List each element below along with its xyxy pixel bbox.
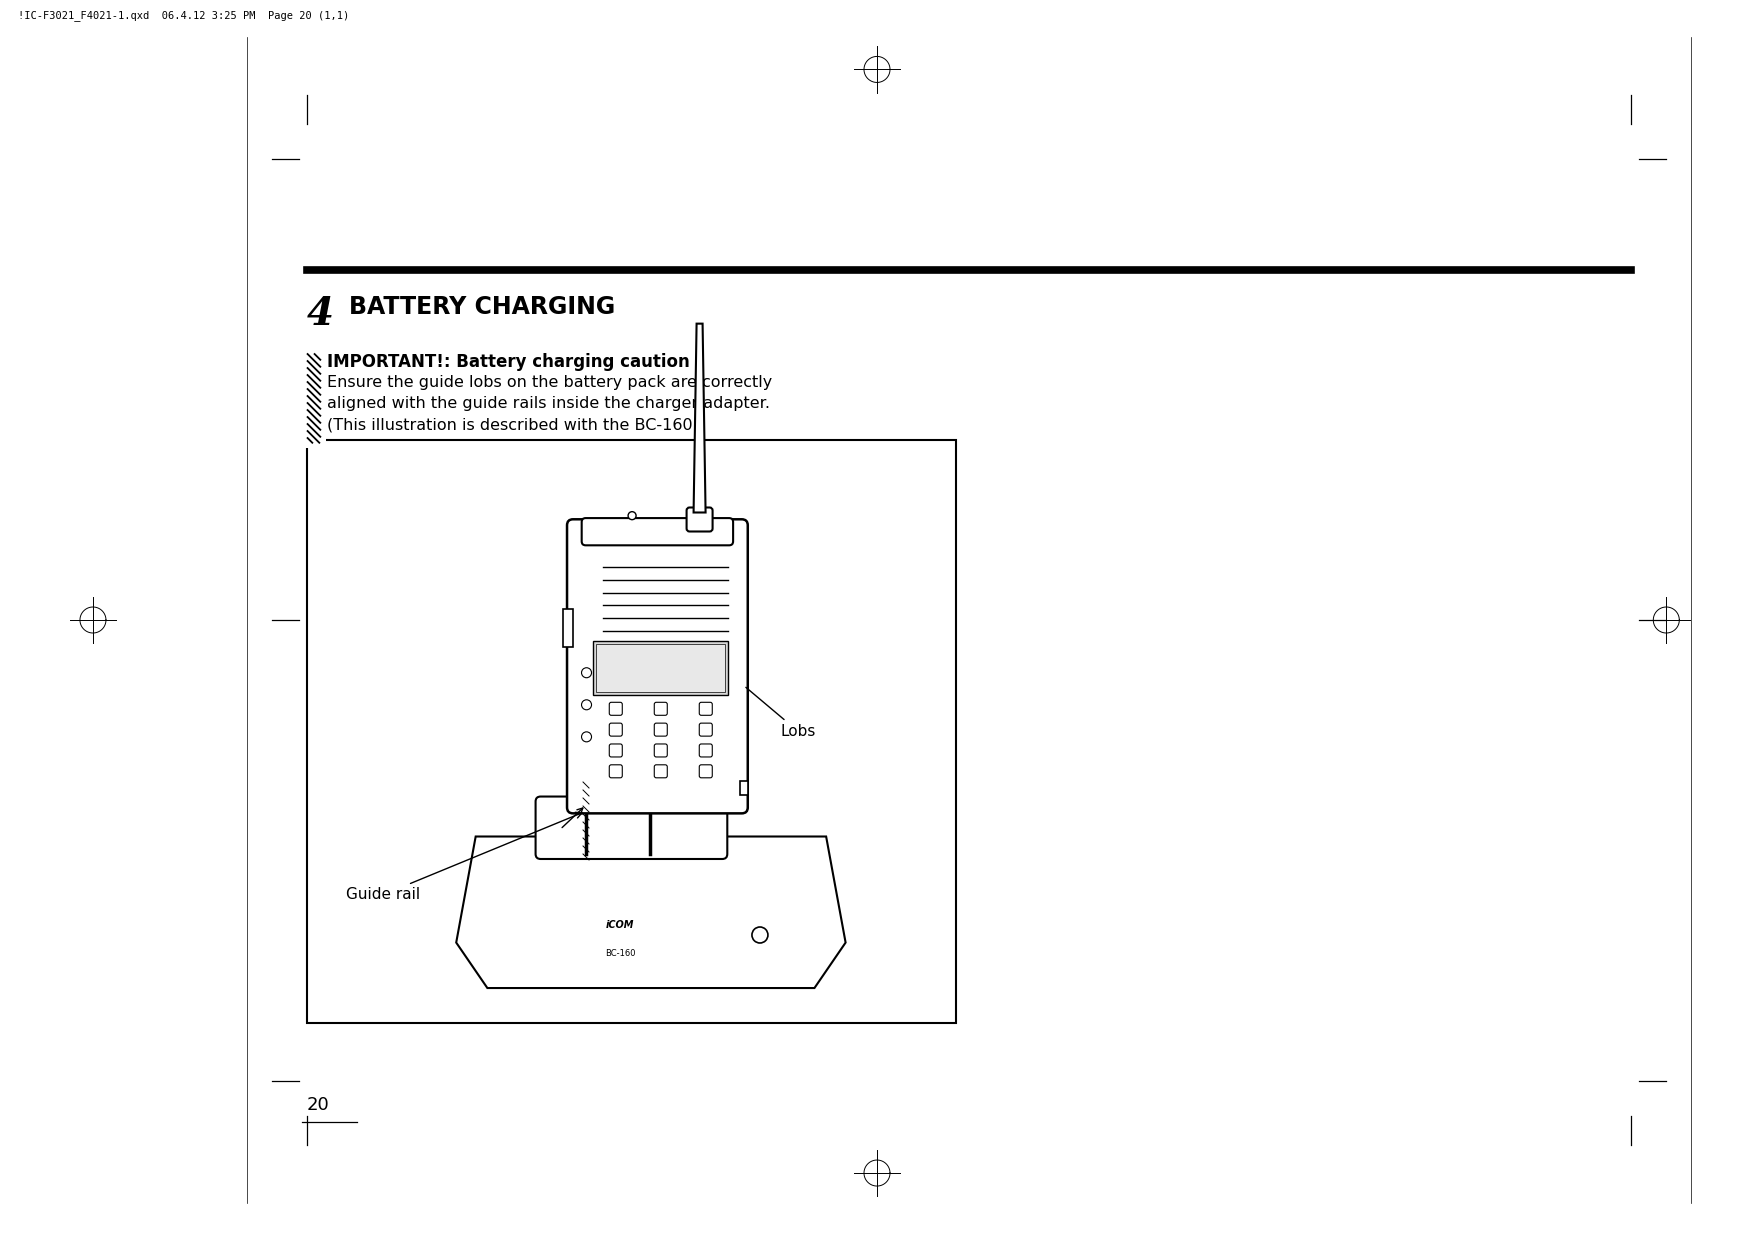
Text: 4: 4 bbox=[307, 295, 333, 334]
Polygon shape bbox=[456, 837, 845, 988]
Circle shape bbox=[582, 699, 591, 709]
Bar bbox=[302, 329, 326, 449]
Circle shape bbox=[582, 667, 591, 678]
FancyBboxPatch shape bbox=[700, 744, 712, 756]
Circle shape bbox=[752, 928, 768, 942]
FancyBboxPatch shape bbox=[609, 744, 623, 756]
Circle shape bbox=[628, 512, 637, 520]
FancyBboxPatch shape bbox=[700, 765, 712, 777]
Text: !IC-F3021_F4021-1.qxd  06.4.12 3:25 PM  Page 20 (1,1): !IC-F3021_F4021-1.qxd 06.4.12 3:25 PM Pa… bbox=[18, 10, 349, 21]
Bar bbox=[563, 609, 574, 647]
Text: iCOM: iCOM bbox=[605, 920, 633, 930]
Text: 20: 20 bbox=[307, 1096, 330, 1115]
Text: BC-160: BC-160 bbox=[605, 949, 637, 957]
FancyBboxPatch shape bbox=[535, 796, 728, 859]
Polygon shape bbox=[693, 324, 705, 512]
FancyBboxPatch shape bbox=[700, 723, 712, 737]
Text: (This illustration is described with the BC-160.): (This illustration is described with the… bbox=[326, 418, 703, 433]
FancyBboxPatch shape bbox=[654, 744, 667, 756]
Bar bbox=[307, 440, 956, 1023]
FancyBboxPatch shape bbox=[609, 702, 623, 715]
FancyBboxPatch shape bbox=[654, 723, 667, 737]
FancyBboxPatch shape bbox=[654, 702, 667, 715]
Text: Lobs: Lobs bbox=[745, 687, 816, 739]
Text: aligned with the guide rails inside the charger adapter.: aligned with the guide rails inside the … bbox=[326, 397, 770, 412]
FancyBboxPatch shape bbox=[609, 723, 623, 737]
Bar bbox=[596, 644, 724, 692]
FancyBboxPatch shape bbox=[686, 507, 712, 532]
Text: Ensure the guide lobs on the battery pack are correctly: Ensure the guide lobs on the battery pac… bbox=[326, 376, 772, 391]
FancyBboxPatch shape bbox=[700, 702, 712, 715]
FancyBboxPatch shape bbox=[609, 765, 623, 777]
Text: Guide rail: Guide rail bbox=[346, 812, 582, 903]
Text: IMPORTANT!: Battery charging caution: IMPORTANT!: Battery charging caution bbox=[326, 353, 689, 372]
Bar bbox=[740, 780, 747, 795]
FancyBboxPatch shape bbox=[654, 765, 667, 777]
FancyBboxPatch shape bbox=[567, 520, 747, 813]
Bar bbox=[593, 641, 728, 696]
FancyBboxPatch shape bbox=[582, 518, 733, 546]
Circle shape bbox=[582, 732, 591, 742]
Text: BATTERY CHARGING: BATTERY CHARGING bbox=[349, 295, 616, 319]
